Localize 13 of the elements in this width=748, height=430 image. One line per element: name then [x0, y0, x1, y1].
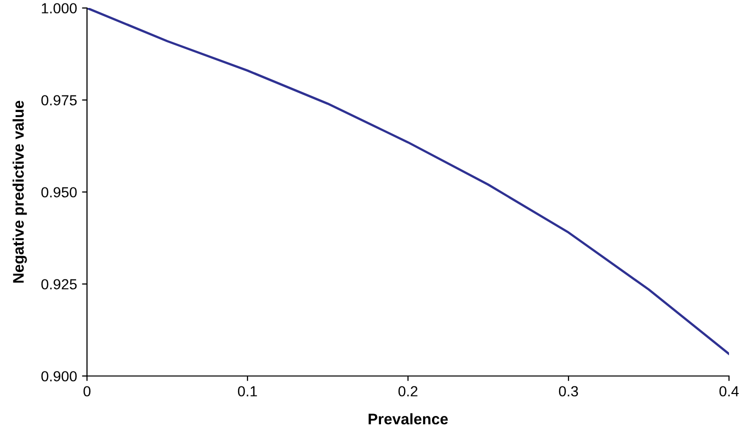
y-tick-label: 1.000: [42, 3, 77, 14]
x-tick-label: 0.4: [719, 386, 739, 396]
x-tick-label: 0.3: [558, 386, 578, 396]
y-tick-label: 0.900: [41, 371, 77, 382]
line-series: [87, 8, 729, 356]
x-tick-label: 0.2: [398, 386, 418, 396]
x-axis-title: Prevalence: [368, 413, 448, 424]
x-tick-label: 0.1: [238, 386, 257, 396]
y-axis-title: Negative predictive value: [12, 100, 27, 283]
y-tick-label: 0.925: [41, 279, 77, 290]
x-tick-label: 0: [84, 386, 90, 396]
y-tick-label: 0.975: [41, 95, 77, 106]
y-tick-label: 0.950: [41, 187, 77, 198]
